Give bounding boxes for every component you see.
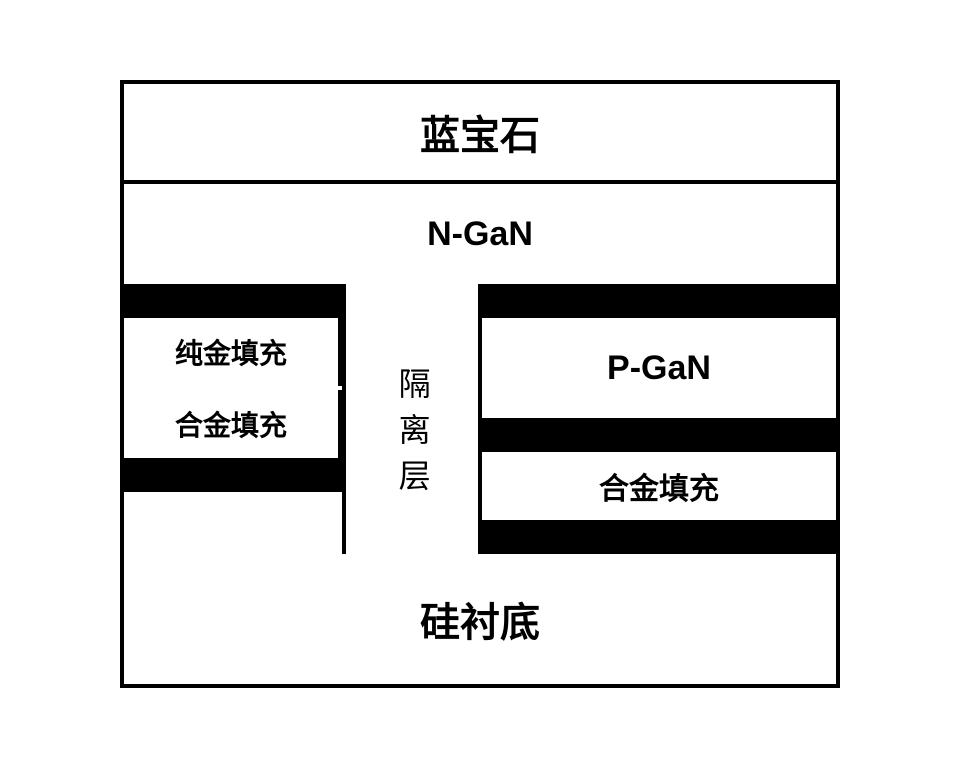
- right-alloy-fill-cell: 合金填充: [482, 452, 836, 520]
- black-bar: [482, 520, 836, 554]
- gap: [124, 492, 342, 554]
- layer-diagram: 蓝宝石 N-GaN 纯金填充 合金填充 隔离层: [120, 80, 840, 688]
- black-bar: [124, 458, 342, 492]
- silicon-substrate-layer: 硅衬底: [124, 554, 836, 684]
- n-gan-label: N-GaN: [427, 215, 533, 254]
- pure-gold-fill-label: 纯金填充: [175, 332, 287, 372]
- p-gan-cell: P-GaN: [482, 318, 836, 418]
- left-column: 纯金填充 合金填充: [124, 284, 342, 554]
- n-gan-layer: N-GaN: [124, 184, 836, 284]
- silicon-substrate-label: 硅衬底: [420, 590, 540, 648]
- center-column: 隔离层: [342, 284, 482, 554]
- gap: [346, 284, 478, 318]
- left-alloy-fill-label: 合金填充: [175, 404, 287, 444]
- middle-block: 纯金填充 合金填充 隔离层 P-GaN 合金填充: [124, 284, 836, 554]
- sapphire-label: 蓝宝石: [420, 103, 540, 161]
- sapphire-layer: 蓝宝石: [124, 84, 836, 184]
- black-bar: [482, 418, 836, 452]
- p-gan-label: P-GaN: [607, 349, 711, 388]
- black-bar: [124, 284, 342, 318]
- isolation-layer-label: 隔离层: [386, 367, 437, 505]
- right-alloy-fill-label: 合金填充: [599, 464, 719, 508]
- right-column: P-GaN 合金填充: [482, 284, 836, 554]
- pure-gold-fill-cell: 纯金填充: [124, 318, 342, 386]
- isolation-layer-cell: 隔离层: [346, 318, 478, 554]
- left-alloy-fill-cell: 合金填充: [124, 390, 342, 458]
- black-bar: [482, 284, 836, 318]
